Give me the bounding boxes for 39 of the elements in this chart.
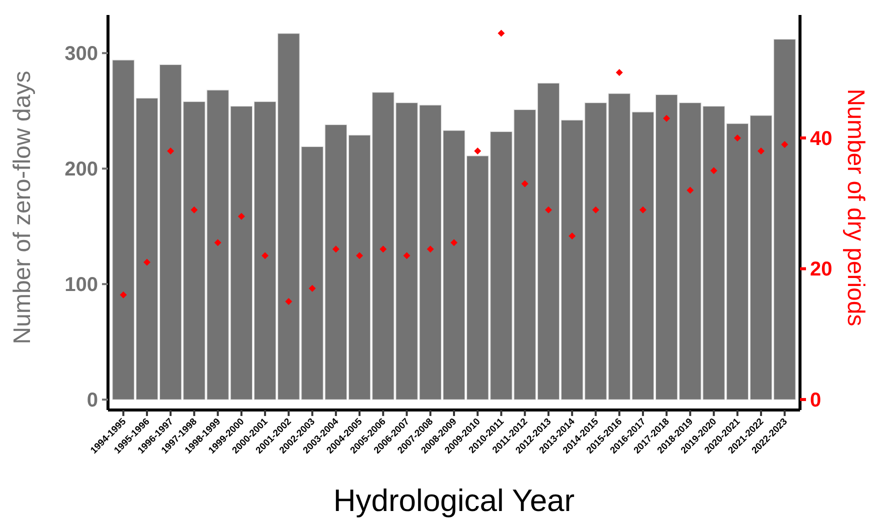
y2-axis-title: Number of dry periods: [842, 88, 869, 326]
point: [734, 134, 741, 142]
point: [143, 258, 150, 266]
point: [544, 206, 552, 214]
point: [214, 239, 222, 246]
y-tick-label: 200: [64, 158, 98, 181]
point: [426, 246, 434, 253]
point: [498, 30, 505, 37]
point: [285, 298, 292, 305]
y-tick-label: 300: [64, 43, 98, 66]
point: [639, 206, 646, 214]
point: [521, 180, 528, 188]
y-axis-title: Number of zero-flow days: [9, 70, 36, 344]
point: [380, 246, 387, 253]
point: [710, 167, 718, 174]
point: [262, 252, 269, 260]
point: [758, 148, 765, 155]
point: [356, 252, 364, 260]
y-tick-label: 0: [86, 390, 98, 412]
point: [781, 140, 788, 148]
point: [568, 232, 576, 240]
point: [616, 69, 623, 76]
point: [663, 114, 670, 122]
point: [474, 148, 482, 155]
point: [403, 252, 410, 260]
point: [332, 246, 340, 253]
point: [308, 284, 316, 292]
point: [190, 206, 198, 214]
point: [592, 206, 600, 214]
point: [686, 186, 694, 194]
point: [120, 291, 127, 298]
y2-tick-label: 20: [810, 258, 832, 281]
point: [238, 212, 245, 220]
y-tick-label: 100: [64, 274, 98, 296]
point: [167, 148, 174, 155]
y2-tick-label: 0: [810, 390, 822, 412]
x-axis-title: Hydrological Year: [333, 483, 575, 518]
point: [450, 239, 458, 246]
y2-tick-label: 40: [810, 128, 832, 150]
